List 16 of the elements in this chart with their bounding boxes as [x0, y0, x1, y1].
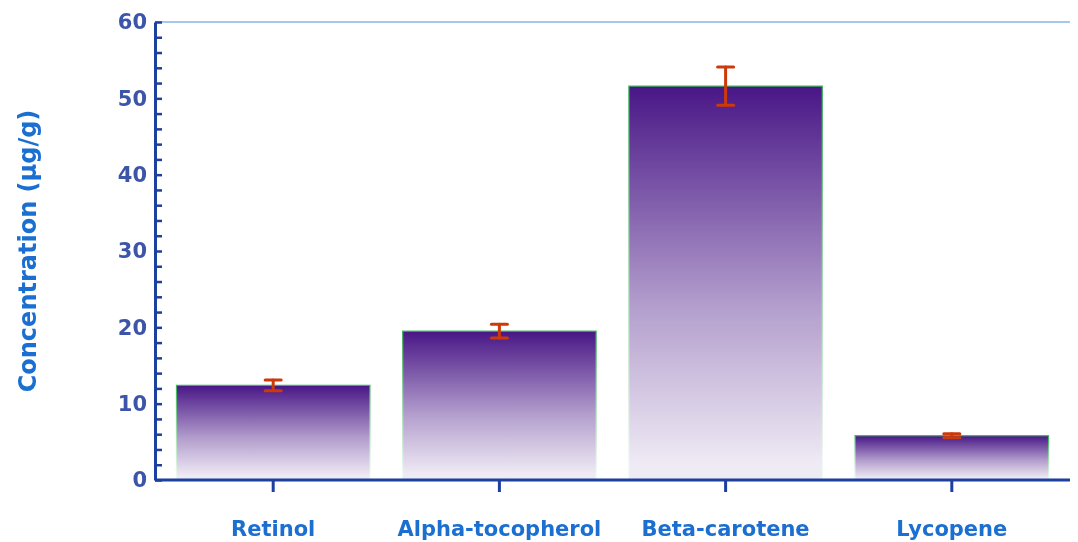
bar: [628, 85, 823, 481]
y-tick-label: 60: [117, 10, 147, 35]
y-axis-title: Concentration (μg/g): [14, 109, 42, 393]
x-tick-label: Retinol: [231, 517, 316, 541]
x-tick-label: Beta-carotene: [641, 517, 810, 541]
x-tick-label: Lycopene: [896, 517, 1008, 541]
y-tick-label: 10: [117, 391, 147, 416]
bar: [854, 435, 1050, 481]
y-tick-label: 0: [132, 468, 147, 493]
y-tick-label: 40: [117, 162, 147, 187]
bar: [402, 330, 597, 481]
y-tick-label: 30: [117, 239, 147, 264]
bar: [175, 384, 371, 481]
y-tick-label: 50: [117, 86, 147, 111]
x-tick-label: Alpha-tocopherol: [397, 517, 602, 541]
y-tick-label: 20: [117, 315, 147, 340]
